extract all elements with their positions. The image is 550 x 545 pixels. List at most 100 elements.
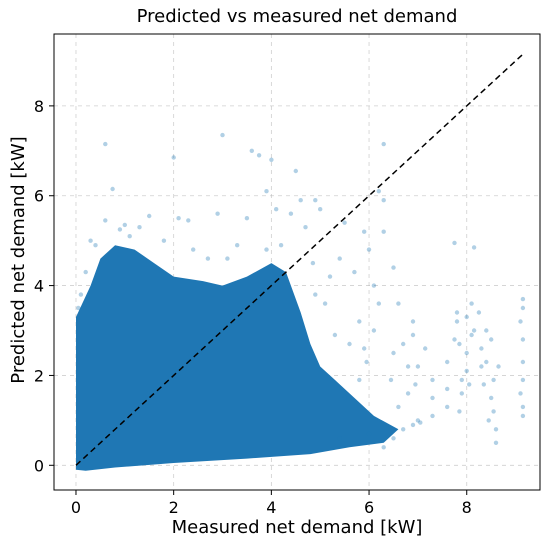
scatter-point [298,198,303,203]
scatter-point [445,359,450,365]
scatter-point [418,420,423,425]
scatter-point [342,220,347,225]
scatter-point [520,305,526,311]
scatter-point [337,256,342,261]
scatter-point [454,319,460,324]
scatter-point [520,413,526,419]
y-axis-label: Predicted net demand [kW] [8,136,29,383]
scatter-point [471,328,477,333]
scatter-point [88,238,93,243]
scatter-point [405,391,411,396]
scatter-point [430,395,435,401]
scatter-point [486,418,491,423]
scatter-point [78,292,84,297]
scatter-point [191,247,196,252]
scatter-point [464,350,469,356]
scatter-point [520,359,526,365]
scatter-point [161,238,167,243]
scatter-point [391,350,396,356]
scatter-point [396,301,401,306]
dense-point-cloud [76,245,399,471]
scatter-point [313,292,318,297]
scatter-point [310,260,316,266]
scatter-point [401,427,406,432]
scatter-point [371,283,377,288]
scatter-point [405,364,411,369]
scatter-point [235,243,240,248]
scatter-point [376,301,381,306]
scatter-point [452,240,457,246]
x-axis-label: Measured net demand [kW] [172,517,423,538]
scatter-point [430,413,435,419]
scatter-point [415,364,421,369]
y-tick-label: 6 [34,187,44,206]
scatter-point [322,301,328,306]
scatter-point [376,189,381,194]
scatter-point [410,319,416,324]
scatter-point [476,310,482,315]
point-cloud [76,245,399,471]
scatter-point [137,225,142,230]
y-axis-ticks: 0 2 4 6 8 [34,97,54,475]
scatter-point [457,409,462,414]
scatter-point [215,211,220,216]
scatter-point [342,395,347,401]
scatter-point [493,440,499,445]
scatter-point [122,222,128,228]
scatter-point [318,207,323,212]
scatter-point [147,213,152,219]
scatter-point [388,377,394,383]
scatter-point [288,211,294,216]
y-tick-label: 2 [34,366,44,385]
scatter-point [489,395,494,401]
scatter-point [457,341,462,347]
scatter-point [484,328,489,333]
scatter-point [83,269,88,275]
plot-frame [53,33,541,491]
scatter-point [186,218,191,223]
scatter-point [391,265,396,270]
scatter-point [493,427,499,432]
scatter-point [303,225,308,230]
scatter-points [76,132,526,450]
scatter-point [357,377,362,383]
scatter-point [445,404,450,410]
scatter-point [327,274,333,279]
scatter-point [520,296,526,302]
scatter-point [337,436,342,441]
scatter-point [391,436,396,441]
scatter-point [332,332,338,338]
scatter-point [103,218,108,223]
x-tick-label: 2 [169,498,179,517]
scatter-point [366,431,372,436]
scatter-point [496,364,501,369]
scatter-point [520,404,526,410]
scatter-point [445,386,450,392]
y-tick-label: 0 [34,456,44,475]
x-axis-ticks: 0 2 4 6 8 [71,490,472,517]
scatter-point [381,141,386,147]
scatter-point [293,168,298,174]
scatter-point [423,346,428,351]
scatter-point [364,359,369,365]
scatter-point [452,337,457,342]
scatter-point [491,377,496,383]
scatter-point [93,243,98,248]
scatter-point [381,445,386,450]
scatter-point [454,310,460,315]
scatter-point [264,189,269,194]
scatter-point [469,332,474,338]
scatter-point [518,319,523,324]
scatter-point [459,391,464,396]
reference-line-layer [75,53,524,466]
y-tick-label: 4 [34,277,44,296]
scatter-point [410,332,416,338]
scatter-point [469,301,474,306]
scatter-point [415,418,421,423]
x-tick-label: 4 [266,498,276,517]
scatter-point [127,234,132,239]
scatter-point [357,319,362,324]
scatter-point [464,314,469,320]
scatter-point [471,245,477,250]
scatter-point [117,227,123,232]
